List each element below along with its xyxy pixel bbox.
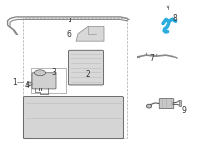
Text: 1: 1 <box>13 78 17 87</box>
FancyBboxPatch shape <box>23 97 124 139</box>
Text: 7: 7 <box>150 54 154 63</box>
Circle shape <box>146 104 152 108</box>
Ellipse shape <box>35 70 46 76</box>
Bar <box>23 18 127 138</box>
Bar <box>179 100 181 106</box>
FancyBboxPatch shape <box>159 99 174 109</box>
Circle shape <box>27 82 32 86</box>
FancyBboxPatch shape <box>68 50 104 85</box>
Text: 2: 2 <box>86 70 90 79</box>
Text: 8: 8 <box>173 14 177 23</box>
Text: 3: 3 <box>52 67 56 77</box>
Bar <box>31 68 66 93</box>
Text: 6: 6 <box>67 30 71 39</box>
Polygon shape <box>76 26 104 41</box>
FancyBboxPatch shape <box>32 73 56 89</box>
Text: 4: 4 <box>25 81 29 91</box>
Text: 9: 9 <box>182 106 186 116</box>
